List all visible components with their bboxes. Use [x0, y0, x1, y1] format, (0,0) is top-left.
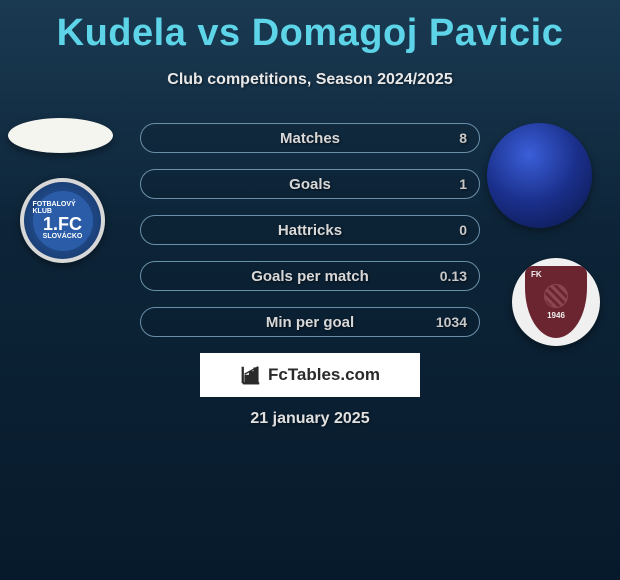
subtitle: Club competitions, Season 2024/2025	[0, 71, 620, 89]
club-badge-left: FOTBALOVÝ KLUB 1.FC SLOVÁCKO	[20, 178, 105, 263]
stat-right-value: 8	[459, 130, 467, 146]
stat-label: Hattricks	[141, 222, 479, 239]
page-title: Kudela vs Domagoj Pavicic	[0, 0, 620, 55]
stat-row-gpm: Goals per match 0.13	[140, 261, 480, 291]
club-badge-left-inner: FOTBALOVÝ KLUB 1.FC SLOVÁCKO	[33, 191, 93, 251]
stat-right-value: 1034	[436, 314, 467, 330]
club-left-text-top: FOTBALOVÝ KLUB	[33, 201, 93, 215]
club-badge-right-shield: FK 1946	[525, 266, 587, 338]
brand-text: FcTables.com	[268, 365, 380, 385]
stat-label: Min per goal	[141, 314, 479, 331]
stat-label: Goals	[141, 176, 479, 193]
club-badge-right: FK 1946	[512, 258, 600, 346]
stat-right-value: 1	[459, 176, 467, 192]
stats-container: Matches 8 Goals 1 Hattricks 0 Goals per …	[140, 123, 480, 353]
brand-box[interactable]: FcTables.com	[200, 353, 420, 397]
stat-right-value: 0	[459, 222, 467, 238]
stat-row-goals: Goals 1	[140, 169, 480, 199]
date-text: 21 january 2025	[0, 410, 620, 428]
stat-row-mpg: Min per goal 1034	[140, 307, 480, 337]
stat-right-value: 0.13	[440, 268, 467, 284]
player-right-photo	[487, 123, 592, 228]
club-right-ball-icon	[544, 284, 568, 308]
club-right-fk: FK	[531, 270, 542, 279]
stat-label: Matches	[141, 130, 479, 147]
stat-row-hattricks: Hattricks 0	[140, 215, 480, 245]
stat-label: Goals per match	[141, 268, 479, 285]
club-left-text-bottom: SLOVÁCKO	[43, 233, 83, 240]
player-left-photo	[8, 118, 113, 153]
club-right-year: 1946	[547, 311, 565, 320]
club-left-fc: 1.FC	[43, 215, 82, 233]
bar-chart-icon	[240, 364, 262, 386]
stat-row-matches: Matches 8	[140, 123, 480, 153]
